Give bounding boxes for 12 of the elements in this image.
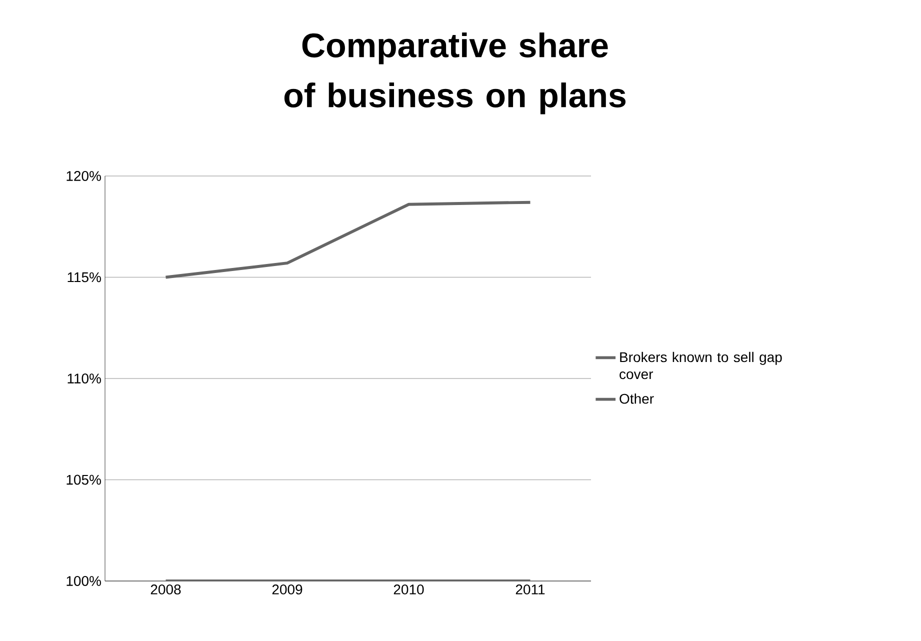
legend-label: Other xyxy=(620,393,654,404)
x-tick-label: 2008 xyxy=(150,584,181,594)
x-tick-label: 2011 xyxy=(516,584,545,594)
y-tick-label: 105% xyxy=(66,474,101,485)
chart-title: Comparative share of business on plans xyxy=(284,32,626,114)
y-tick-label: 120% xyxy=(66,171,101,181)
legend-label: Brokers known to sell gap cover xyxy=(620,352,782,380)
y-tick-label: 115% xyxy=(68,272,101,282)
y-tick-label: 110% xyxy=(68,374,101,384)
x-tick-label: 2009 xyxy=(272,584,302,594)
x-tick-label: 2010 xyxy=(394,584,424,594)
y-tick-label: 100% xyxy=(66,576,101,586)
